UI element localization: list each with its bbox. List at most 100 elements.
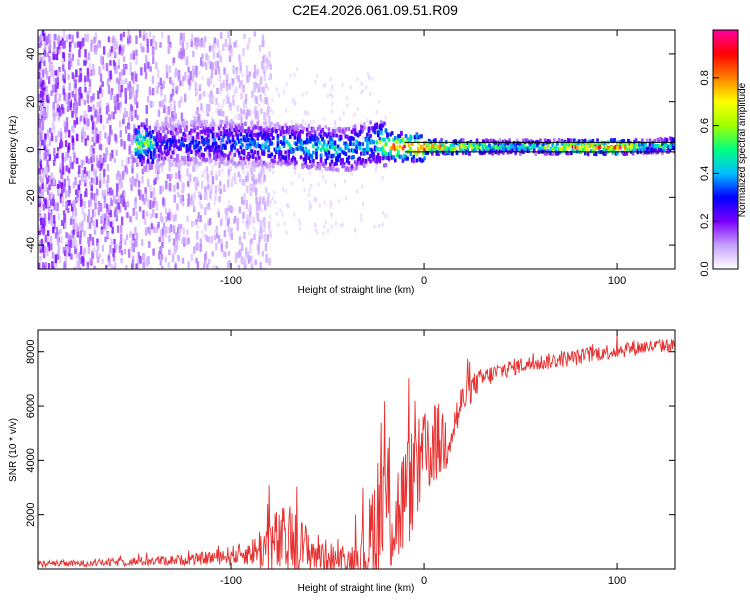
spectrogram-noise-cell [95, 155, 99, 164]
spectrogram-noise-cell [248, 37, 251, 44]
spectrogram-noise-cell [196, 178, 199, 183]
spectrogram-noise-cell [173, 245, 177, 255]
spectrogram-noise-cell [78, 93, 82, 101]
spectrogram-signal-cell [353, 131, 357, 136]
spectrogram-noise-cell [332, 127, 335, 132]
spectrogram-signal-cell [545, 150, 548, 155]
spectrogram-signal-cell [412, 135, 416, 140]
spectrogram-noise-cell [169, 103, 173, 112]
spectrogram-signal-cell [139, 149, 142, 154]
spectrogram-signal-cell [458, 139, 462, 144]
spectrogram-signal-cell [316, 163, 320, 168]
spectrogram-noise-cell [123, 190, 126, 197]
spectrogram-noise-cell [203, 233, 207, 240]
spectrogram-signal-cell [281, 154, 284, 159]
spectrogram-signal-cell [346, 159, 349, 164]
spectrogram-noise-cell [39, 33, 43, 42]
spectrogram-noise-cell [207, 134, 211, 142]
spectrogram-noise-cell [38, 61, 42, 69]
spectrogram-noise-cell [266, 234, 269, 243]
spectrogram-noise-cell [243, 231, 246, 239]
spectrogram-signal-cell [265, 138, 269, 143]
spectrogram-signal-cell [156, 159, 159, 164]
spectrogram-noise-cell [80, 159, 84, 168]
spectrogram-noise-cell [69, 156, 72, 165]
spectrogram-signal-cell [616, 146, 619, 151]
spectrogram-signal-cell [305, 132, 309, 137]
spectrogram-noise-cell [244, 165, 247, 170]
spectrogram-noise-cell [105, 147, 108, 157]
spectrogram-noise-cell [255, 203, 259, 212]
spectrogram-noise-cell [139, 190, 142, 198]
spectrogram-noise-cell [246, 214, 249, 222]
spectrogram-noise-cell [74, 42, 77, 48]
spectrogram-signal-cell [352, 148, 355, 153]
spectrogram-noise-cell [136, 84, 139, 93]
spectrogram-signal-cell [582, 144, 585, 149]
spectrogram-noise-cell [181, 198, 185, 207]
spectrogram-noise-cell [216, 107, 220, 114]
spectrogram-noise-cell [42, 108, 46, 117]
spectrogram-signal-cell [253, 150, 257, 155]
spectrogram-noise-cell [43, 94, 47, 101]
spectrogram-signal-cell [236, 133, 240, 138]
spectrogram-signal-cell [583, 140, 587, 145]
spectrogram-signal-cell [259, 159, 263, 164]
spectrogram-signal-cell [383, 137, 386, 142]
spectrogram-noise-cell [41, 92, 44, 101]
spectrogram-noise-cell [254, 106, 257, 113]
spectrogram-signal-cell [369, 120, 372, 125]
spectrogram-signal-cell [566, 145, 570, 150]
spectrogram-noise-cell [78, 187, 81, 195]
spectrogram-signal-cell [498, 144, 502, 149]
spectrogram-signal-cell [366, 132, 369, 137]
spectrogram-noise-cell [216, 87, 219, 95]
spectrogram-signal-cell [387, 137, 391, 142]
spectrogram-signal-cell [605, 144, 609, 149]
spectrogram-noise-cell [262, 64, 266, 73]
spectrogram-noise-cell [90, 39, 93, 48]
spectrogram-signal-cell [305, 140, 309, 145]
spectrogram-signal-cell [216, 154, 219, 159]
spectrogram-signal-cell [355, 144, 358, 149]
spectrogram-noise-cell [155, 213, 158, 219]
spectrogram-signal-cell [630, 146, 633, 151]
spectrogram-noise-cell [107, 104, 110, 113]
spectrogram-noise-cell [147, 61, 150, 69]
spectrogram-noise-cell [177, 223, 181, 230]
spectrogram-noise-cell [41, 139, 44, 146]
spectrogram-noise-cell [92, 63, 95, 72]
spectrogram-noise-cell [46, 177, 49, 185]
spectrogram-noise-cell [341, 83, 344, 88]
spectrogram-signal-cell [341, 127, 345, 132]
spectrogram-noise-cell [98, 106, 102, 115]
spectrogram-signal-cell [468, 141, 471, 146]
spectrogram-noise-cell [293, 212, 296, 217]
spectrogram-signal-cell [207, 144, 210, 149]
spectrogram-signal-cell [644, 143, 647, 148]
spectrogram-noise-cell [68, 186, 71, 194]
spectrogram-noise-cell [135, 101, 139, 109]
spectrogram-signal-cell [136, 151, 139, 156]
spectrogram-signal-cell [418, 134, 422, 139]
spectrogram-signal-cell [231, 138, 235, 143]
spectrogram-signal-cell [293, 131, 297, 136]
spectrogram-signal-cell [148, 131, 152, 136]
spectrogram-noise-cell [241, 219, 244, 224]
spectrogram-signal-cell [350, 155, 354, 160]
spectrogram-noise-cell [269, 230, 272, 238]
spectrogram-signal-cell [658, 138, 661, 143]
spectrogram-noise-cell [216, 39, 220, 49]
spectrogram-noise-cell [117, 202, 120, 210]
spectrogram-noise-cell [240, 179, 244, 185]
spectrogram-noise-cell [39, 77, 42, 84]
spectrogram-noise-cell [50, 243, 53, 251]
spectrogram-noise-cell [107, 232, 110, 239]
spectrogram-noise-cell [63, 69, 67, 79]
spectrogram-signal-cell [338, 126, 341, 131]
spectrogram-signal-cell [330, 154, 334, 159]
spectrogram-signal-cell [622, 151, 626, 156]
spectrogram-noise-cell [285, 108, 288, 113]
spectrogram-noise-cell [98, 268, 101, 269]
spectrogram-signal-cell [185, 120, 189, 125]
